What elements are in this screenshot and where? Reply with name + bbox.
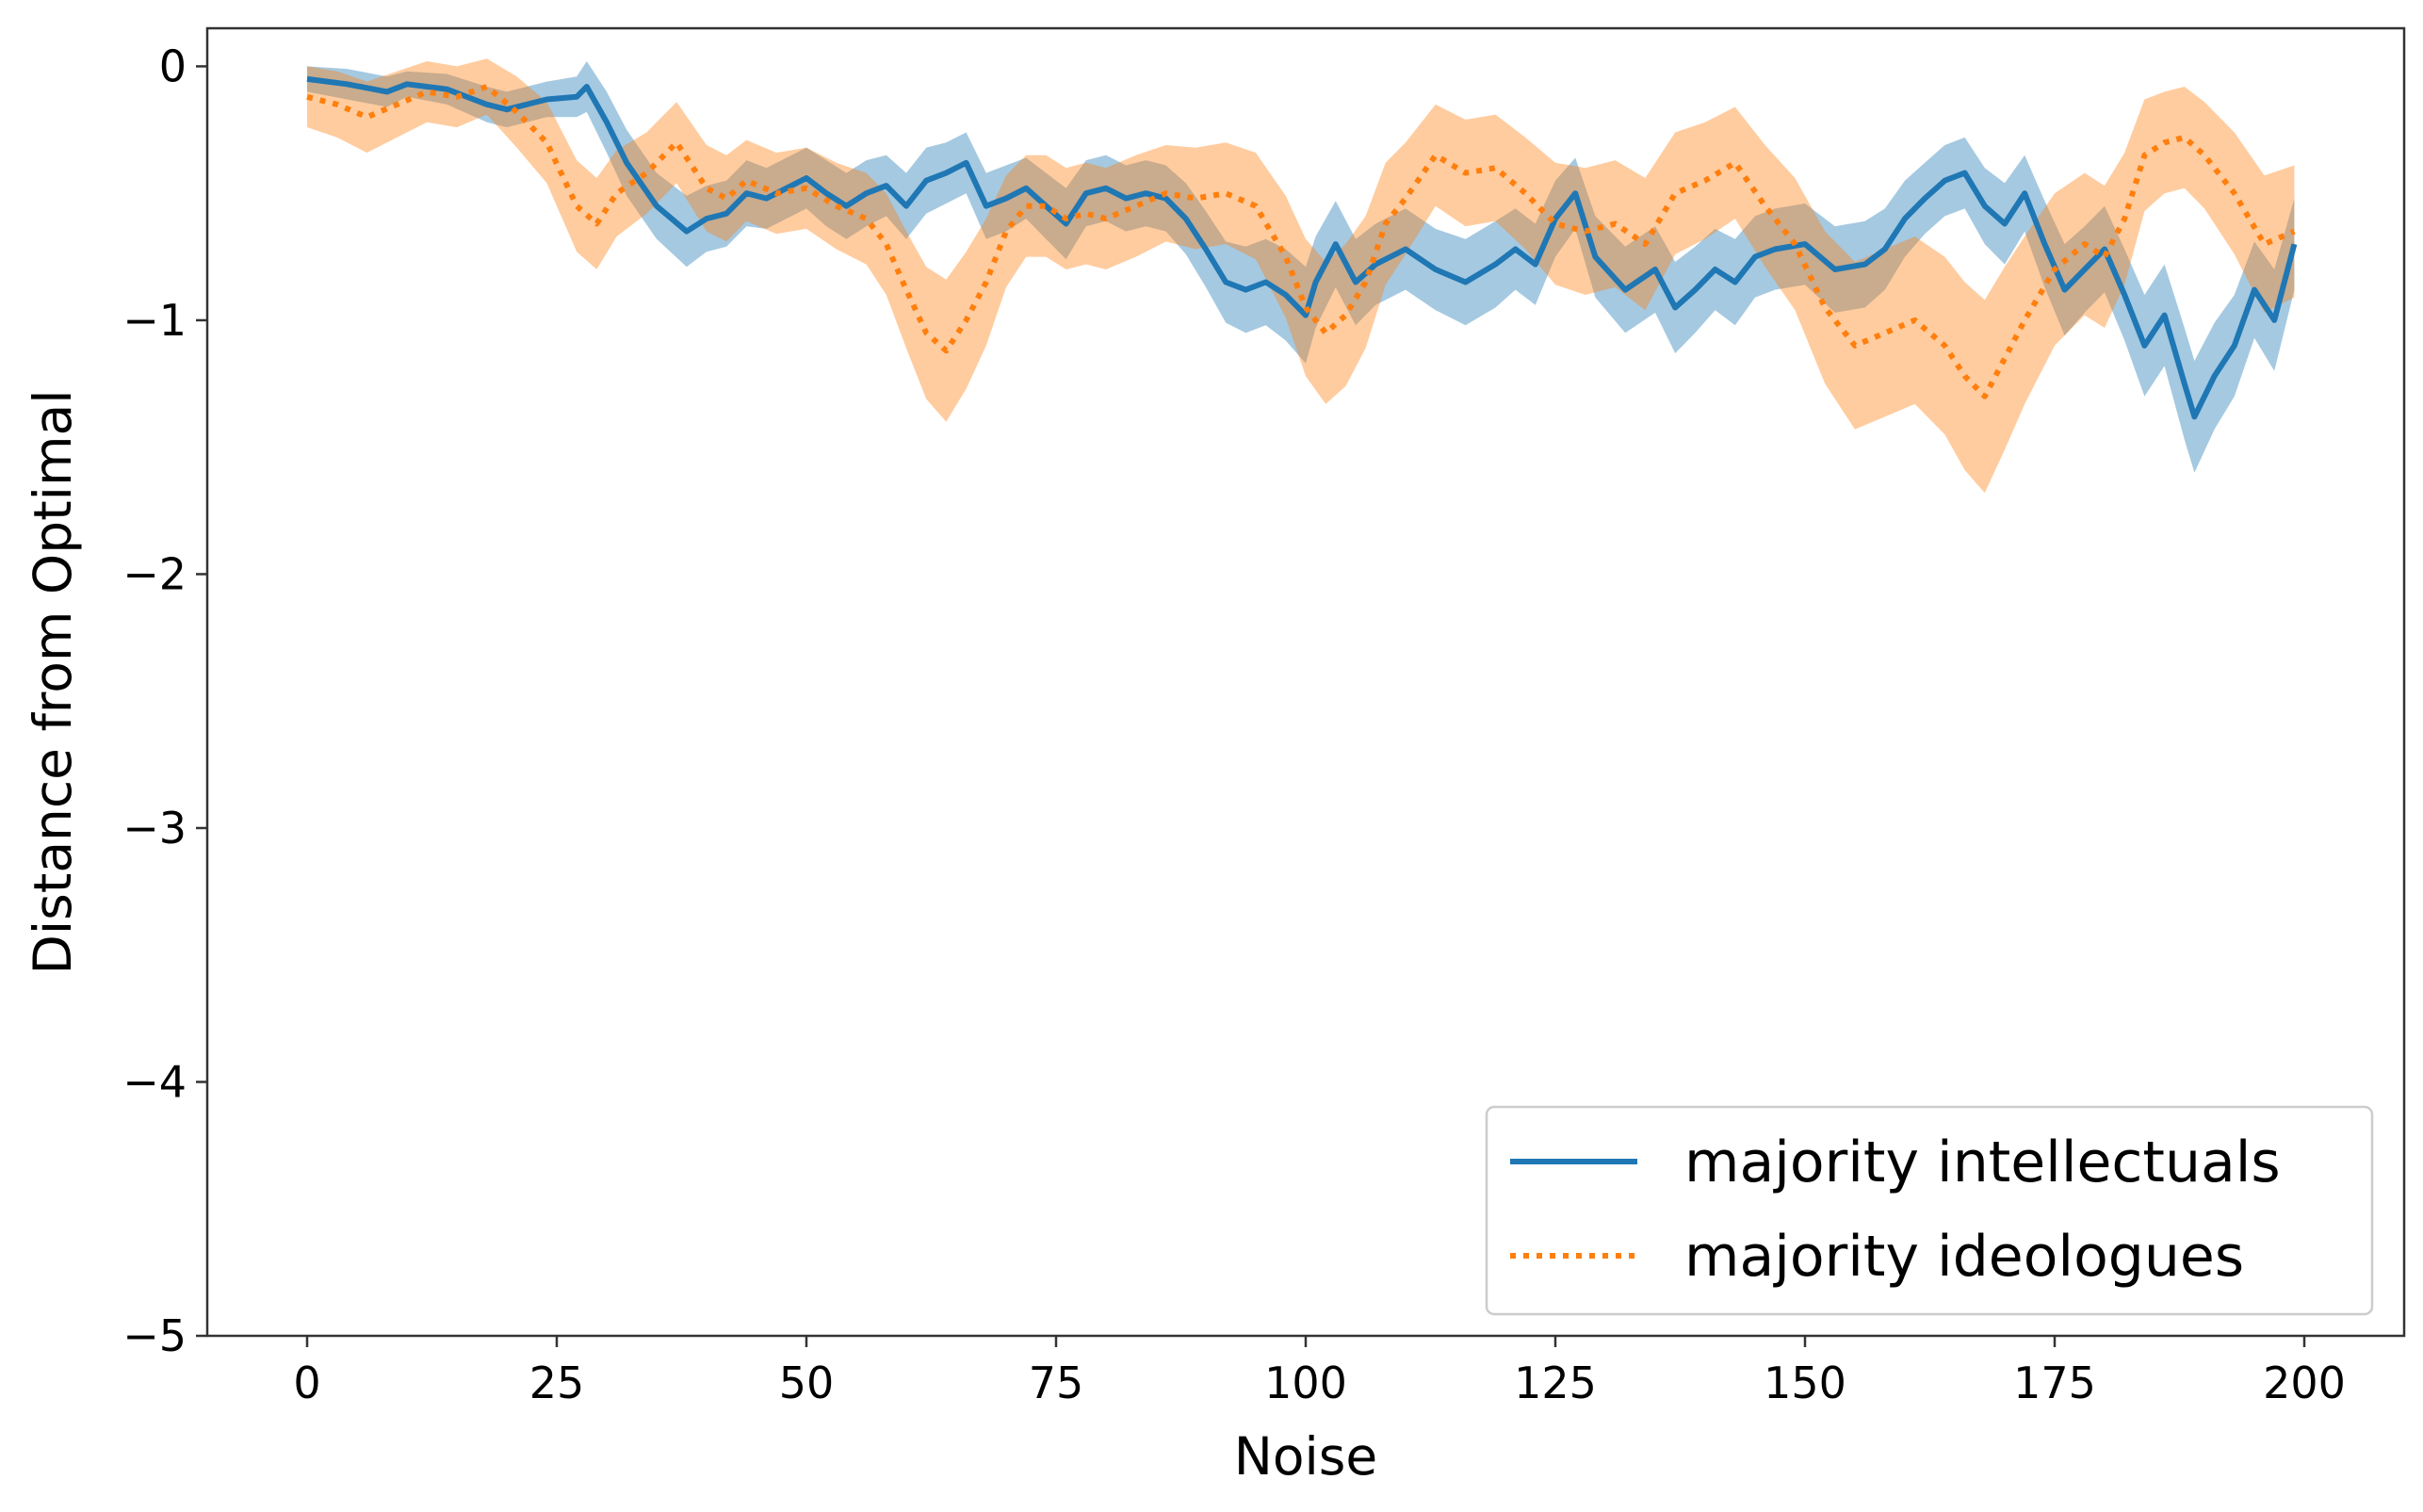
x-tick-label: 125 (1514, 1358, 1597, 1408)
series-lines (306, 75, 2298, 420)
band-majority-intellectuals (307, 61, 2295, 473)
legend-box (1485, 1105, 2374, 1316)
line-majority-ideologues (306, 84, 2296, 399)
y-tick-label: −4 (122, 1056, 187, 1107)
legend-label-ideologues: majority ideologues (1684, 1224, 2244, 1290)
y-tick-label: 0 (159, 41, 187, 91)
y-tick-label: −2 (122, 548, 187, 599)
y-axis-ticks: 0 −1 −2 −3 −4 −5 (122, 41, 207, 1361)
legend-label-intellectuals: majority intellectuals (1684, 1130, 2281, 1195)
x-axis-label: Noise (1234, 1426, 1378, 1487)
x-tick-label: 200 (2263, 1358, 2346, 1408)
band-majority-ideologues (307, 58, 2295, 494)
confidence-bands (307, 58, 2295, 494)
x-tick-label: 0 (293, 1358, 320, 1408)
line-majority-intellectuals (306, 75, 2298, 420)
y-tick-label: −5 (122, 1310, 187, 1361)
x-tick-label: 150 (1764, 1358, 1846, 1408)
x-tick-label: 25 (529, 1358, 585, 1408)
x-tick-label: 75 (1029, 1358, 1084, 1408)
y-tick-label: −1 (122, 295, 187, 346)
legend: majority intellectuals majority ideologu… (1485, 1105, 2374, 1316)
x-axis-ticks: 0 25 50 75 100 125 150 175 200 (293, 1336, 2346, 1408)
y-tick-label: −3 (122, 803, 187, 854)
x-tick-label: 50 (779, 1358, 835, 1408)
x-tick-label: 100 (1264, 1358, 1347, 1408)
x-tick-label: 175 (2013, 1358, 2096, 1408)
y-axis-label: Distance from Optimal (23, 389, 83, 974)
